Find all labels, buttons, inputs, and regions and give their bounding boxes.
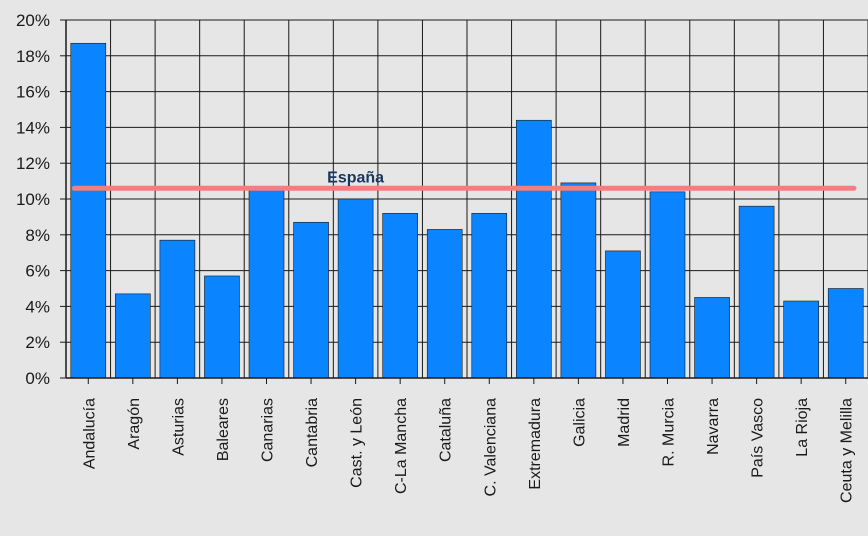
bar xyxy=(649,191,686,379)
bar xyxy=(738,205,775,379)
x-tick-label: Ceuta y Melilla xyxy=(839,398,856,503)
bar xyxy=(382,213,418,379)
x-tick-label: Navarra xyxy=(705,398,722,455)
y-tick-label: 0% xyxy=(25,369,50,388)
grid xyxy=(66,19,868,379)
x-tick-label: Cast. y León xyxy=(349,398,366,488)
x-tick-label: Asturias xyxy=(170,398,187,456)
y-tick-label: 18% xyxy=(16,47,50,66)
bars xyxy=(70,42,864,379)
y-tick-label: 2% xyxy=(25,333,50,352)
x-tick-label: Andalucía xyxy=(81,398,98,469)
bar xyxy=(426,229,463,379)
x-tick-label: Madrid xyxy=(616,398,633,447)
axes xyxy=(60,19,868,384)
bar xyxy=(694,297,730,379)
x-tick-label: Aragón xyxy=(126,398,143,450)
bar xyxy=(70,42,107,379)
bar xyxy=(115,293,151,379)
bar xyxy=(204,275,240,379)
bar xyxy=(827,288,864,379)
y-tick-label: 14% xyxy=(16,118,50,137)
x-tick-label: La Rioja xyxy=(794,398,811,457)
x-axis-ticks: Andalucía Aragón Asturias Baleares Canarias C… xyxy=(81,398,855,503)
bar xyxy=(248,189,285,379)
y-tick-label: 16% xyxy=(16,83,50,102)
y-tick-label: 4% xyxy=(25,297,50,316)
x-tick-label: Extremadura xyxy=(527,398,544,490)
bar xyxy=(516,119,552,379)
reference-line-group: España xyxy=(71,169,857,191)
bar xyxy=(293,221,329,379)
y-tick-label: 12% xyxy=(16,154,50,173)
x-tick-label: País Vasco xyxy=(750,398,767,478)
x-tick-label: Baleares xyxy=(215,398,232,461)
y-tick-label: 8% xyxy=(25,226,50,245)
reference-line-label: España xyxy=(327,169,384,186)
x-tick-label: Galicia xyxy=(571,398,588,447)
x-tick-label: C-La Mancha xyxy=(393,398,410,494)
bar xyxy=(783,300,819,379)
bar xyxy=(337,198,374,379)
bar xyxy=(605,250,641,379)
x-tick-label: R. Murcia xyxy=(661,398,678,467)
x-tick-label: Cataluña xyxy=(438,398,455,462)
y-tick-label: 10% xyxy=(16,190,50,209)
x-tick-label: Canarias xyxy=(260,398,277,462)
bar xyxy=(560,182,597,379)
x-tick-label: C. Valenciana xyxy=(482,398,499,497)
y-tick-label: 20% xyxy=(16,11,50,30)
x-tick-label: Cantabria xyxy=(304,398,321,467)
bar xyxy=(471,213,508,379)
y-axis-ticks: 0% 2% 4% 6% 8% 10% 12% 14% 16% 18% 20% xyxy=(16,11,50,388)
bar xyxy=(159,239,196,379)
y-tick-label: 6% xyxy=(25,262,50,281)
